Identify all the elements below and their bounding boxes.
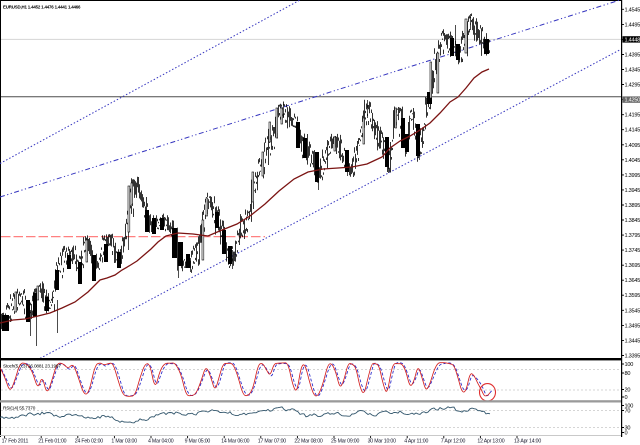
svg-text:1.3945: 1.3945 <box>625 188 640 194</box>
svg-text:1.3995: 1.3995 <box>625 173 640 179</box>
svg-text:1.3845: 1.3845 <box>625 218 640 224</box>
svg-text:12 Apr 13:00: 12 Apr 13:00 <box>477 439 504 445</box>
svg-text:Stoch(5,3,3) 26.0881 23.1997: Stoch(5,3,3) 26.0881 23.1997 <box>3 364 61 369</box>
svg-text:17 Feb 2011: 17 Feb 2011 <box>2 439 29 445</box>
svg-text:13 Apr 14:00: 13 Apr 14:00 <box>514 439 541 445</box>
svg-text:1.4095: 1.4095 <box>625 143 640 149</box>
svg-text:70: 70 <box>625 409 631 415</box>
svg-text:4 Mar 04:00: 4 Mar 04:00 <box>148 439 174 445</box>
svg-text:100: 100 <box>625 362 634 368</box>
svg-text:RSI(14) 55.7370: RSI(14) 55.7370 <box>3 406 36 411</box>
svg-text:1.4545: 1.4545 <box>625 7 640 13</box>
svg-text:14 Mar 06:00: 14 Mar 06:00 <box>221 439 249 445</box>
svg-text:1.3395: 1.3395 <box>625 354 640 360</box>
svg-text:21 Feb 01:00: 21 Feb 01:00 <box>38 439 66 445</box>
svg-text:1.3795: 1.3795 <box>625 233 640 239</box>
svg-text:1.4495: 1.4495 <box>625 22 640 28</box>
svg-text:1.3595: 1.3595 <box>625 293 640 299</box>
svg-text:24 Feb 02:00: 24 Feb 02:00 <box>75 439 103 445</box>
svg-text:7 Apr 12:00: 7 Apr 12:00 <box>441 439 466 445</box>
svg-text:1.4195: 1.4195 <box>625 113 640 119</box>
svg-text:1.3495: 1.3495 <box>625 323 640 329</box>
svg-text:1.3895: 1.3895 <box>625 203 640 209</box>
svg-text:20: 20 <box>625 388 631 394</box>
svg-text:1 Mar 03:00: 1 Mar 03:00 <box>111 439 137 445</box>
svg-text:1.3545: 1.3545 <box>625 308 640 314</box>
svg-text:80: 80 <box>625 371 631 377</box>
svg-text:9 Mar 05:00: 9 Mar 05:00 <box>185 439 211 445</box>
svg-text:17 Mar 07:00: 17 Mar 07:00 <box>258 439 286 445</box>
svg-text:1.3745: 1.3745 <box>625 248 640 254</box>
svg-text:30 Mar 10:00: 30 Mar 10:00 <box>368 439 396 445</box>
svg-text:100: 100 <box>625 404 634 410</box>
svg-text:1.4250: 1.4250 <box>625 98 640 104</box>
svg-text:1.4448: 1.4448 <box>625 37 640 43</box>
svg-text:1.4345: 1.4345 <box>625 68 640 74</box>
svg-text:22 Mar 08:00: 22 Mar 08:00 <box>294 439 322 445</box>
svg-text:1.4045: 1.4045 <box>625 158 640 164</box>
svg-text:EURUSD,H1 1.4452 1.4476 1.4441: EURUSD,H1 1.4452 1.4476 1.4441 1.4466 <box>3 5 81 10</box>
svg-text:1.3645: 1.3645 <box>625 278 640 284</box>
svg-text:1.3445: 1.3445 <box>625 338 640 344</box>
svg-text:0: 0 <box>625 431 628 437</box>
svg-text:4 Apr 11:00: 4 Apr 11:00 <box>404 439 428 445</box>
svg-text:30: 30 <box>625 426 631 432</box>
svg-text:1.4145: 1.4145 <box>625 128 640 134</box>
svg-text:0: 0 <box>625 395 628 401</box>
svg-text:1.3695: 1.3695 <box>625 263 640 269</box>
svg-text:25 Mar 09:00: 25 Mar 09:00 <box>331 439 359 445</box>
svg-text:1.4395: 1.4395 <box>625 53 640 59</box>
svg-text:1.4295: 1.4295 <box>625 83 640 89</box>
